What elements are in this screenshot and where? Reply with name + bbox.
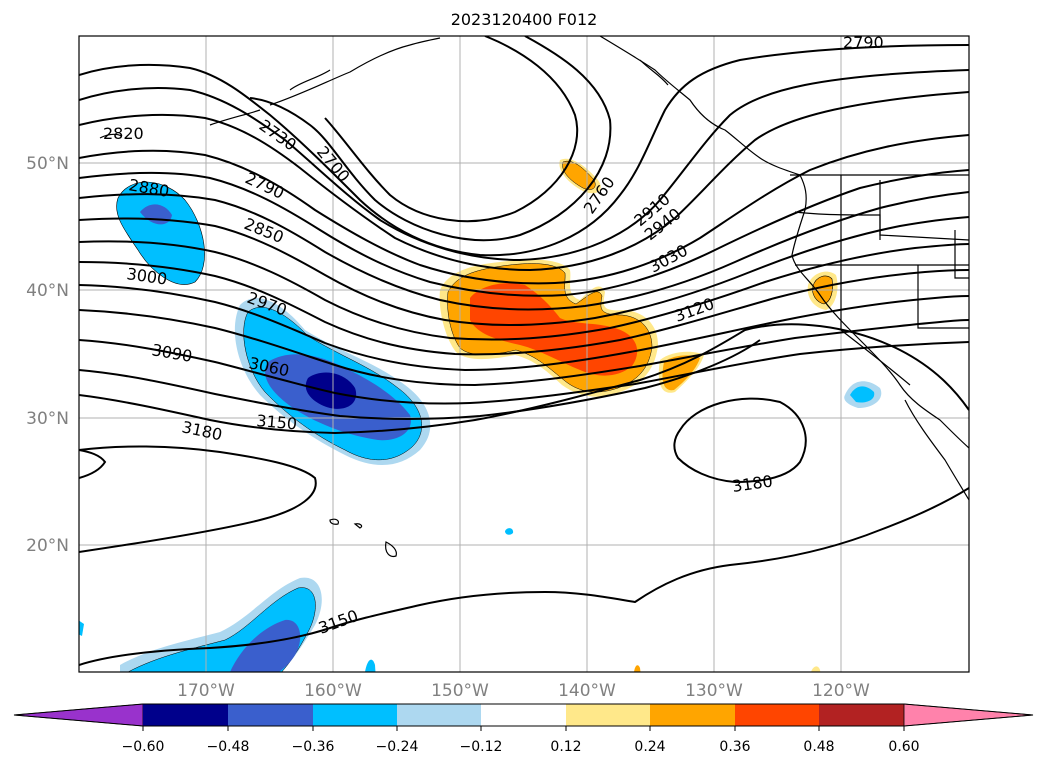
colorbar-segment (650, 704, 735, 726)
colorbar-segment (397, 704, 481, 726)
contour-label: 2790 (843, 33, 884, 52)
colorbar-tick-label: −0.48 (207, 739, 250, 755)
lat-label: 30°N (26, 409, 69, 429)
contour-label: 2820 (103, 124, 144, 143)
lon-label: 140°W (558, 681, 616, 701)
blue-region-northwest (116, 181, 205, 285)
lon-label: 170°W (177, 681, 235, 701)
colorbar-segment (819, 704, 904, 726)
colorbar-tick-label: 0.24 (634, 739, 665, 755)
lat-label: 20°N (26, 536, 69, 556)
colorbar-tick-label: −0.36 (292, 739, 335, 755)
colorbar-tick-label: −0.24 (376, 739, 419, 755)
colorbar-extend-low (13, 703, 144, 727)
colorbar-segment (143, 704, 228, 726)
colorbar-tick-label: −0.12 (460, 739, 503, 755)
colorbar-segment (228, 704, 313, 726)
lon-label: 160°W (304, 681, 362, 701)
colorbar-tick-label: 0.48 (803, 739, 834, 755)
colorbar-tick-label: 0.36 (719, 739, 750, 755)
contour-label: 3150 (256, 411, 298, 433)
longitude-labels: 170°W 160°W 150°W 140°W 130°W 120°W (177, 681, 870, 701)
negative-anomaly-shading (79, 181, 882, 672)
lat-label: 50°N (26, 154, 69, 174)
map-frame (78, 35, 970, 673)
lat-label: 40°N (26, 281, 69, 301)
lon-label: 150°W (431, 681, 489, 701)
lon-label: 130°W (685, 681, 743, 701)
height-contours (79, 36, 969, 666)
colorbar-segment (313, 704, 397, 726)
colorbar-segment (566, 704, 650, 726)
colorbar-segment (481, 704, 566, 726)
colorbar-tick-label: −0.60 (122, 739, 165, 755)
colorbar-segment (735, 704, 819, 726)
colorbar-extend-high (903, 703, 1034, 727)
map-panel: 2820 2730 2700 2880 2790 2850 3000 2970 … (26, 33, 970, 701)
colorbar: −0.60 −0.48 −0.36 −0.24 −0.12 0.12 0.24 … (13, 703, 1034, 755)
figure-title: 2023120400 F012 (451, 10, 598, 29)
colorbar-tick-label: 0.12 (550, 739, 581, 755)
colorbar-tick-label: 0.60 (888, 739, 919, 755)
lon-label: 120°W (812, 681, 870, 701)
latitude-labels: 50°N 40°N 30°N 20°N (26, 154, 69, 556)
